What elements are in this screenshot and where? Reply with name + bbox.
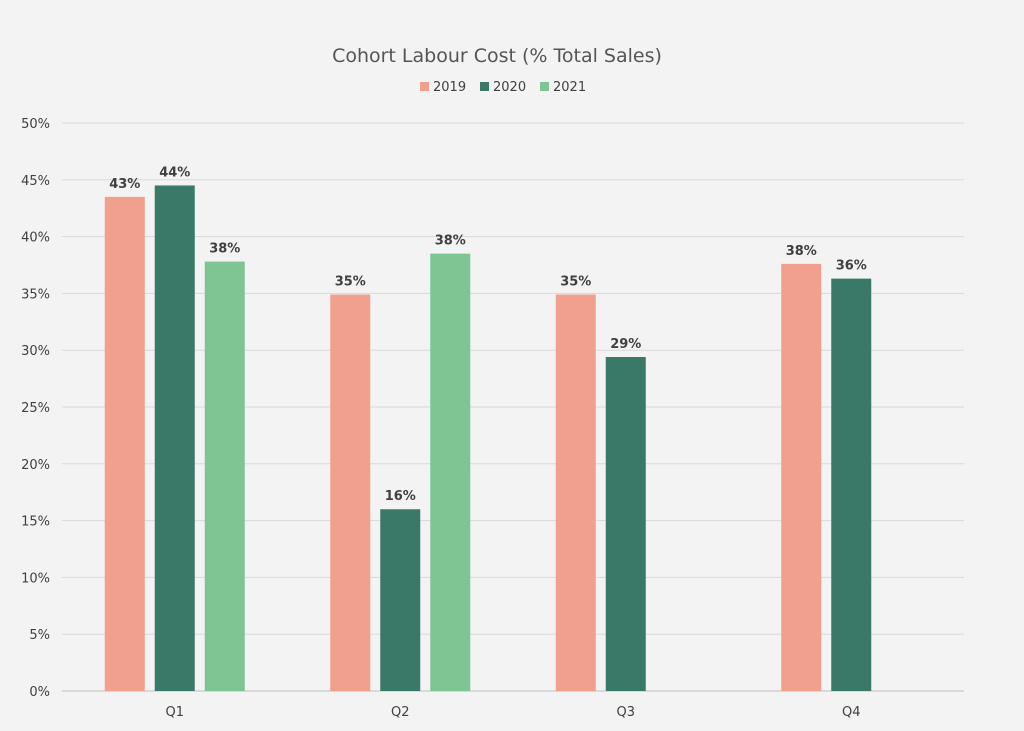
y-tick-label: 30% — [21, 344, 50, 359]
y-tick-label: 15% — [21, 515, 50, 530]
x-tick-label: Q1 — [165, 705, 184, 720]
x-tick-label: Q2 — [391, 705, 410, 720]
bar-2019-Q4 — [781, 263, 822, 691]
data-label: 16% — [385, 489, 416, 504]
legend-label: 2021 — [553, 80, 586, 95]
legend-label: 2019 — [433, 80, 466, 95]
data-label: 38% — [435, 234, 466, 249]
y-tick-label: 5% — [29, 628, 50, 643]
y-tick-label: 45% — [21, 174, 50, 189]
y-tick-label: 35% — [21, 287, 50, 302]
data-label: 43% — [109, 177, 140, 192]
data-label: 36% — [836, 259, 867, 274]
y-tick-label: 0% — [29, 685, 50, 700]
legend-swatch-2021 — [540, 82, 549, 91]
data-label: 35% — [560, 275, 591, 290]
y-tick-label: 50% — [21, 117, 50, 132]
bar-2020-Q1 — [154, 185, 195, 692]
legend-swatch-2020 — [480, 82, 489, 91]
bar-2021-Q1 — [204, 261, 245, 691]
x-tick-label: Q3 — [616, 705, 635, 720]
y-tick-label: 10% — [21, 571, 50, 586]
bar-2019-Q2 — [330, 294, 371, 691]
data-label: 44% — [159, 165, 190, 180]
bar-2020-Q2 — [380, 509, 421, 691]
data-label: 38% — [786, 244, 817, 259]
y-tick-label: 25% — [21, 401, 50, 416]
bar-2020-Q3 — [605, 357, 646, 691]
gridlines — [62, 122, 964, 692]
legend-label: 2020 — [493, 80, 526, 95]
data-labels: 43% 44% 38% 35% 16% 38% 35% 29% 38% 36% — [109, 165, 867, 504]
x-tick-label: Q4 — [842, 705, 861, 720]
x-axis: Q1 Q2 Q3 Q4 — [165, 705, 860, 720]
data-label: 38% — [209, 242, 240, 257]
chart-title: Cohort Labour Cost (% Total Sales) — [332, 45, 662, 67]
data-label: 29% — [610, 337, 641, 352]
bar-2019-Q1 — [104, 196, 145, 691]
y-axis: 0% 5% 10% 15% 20% 25% 30% 35% 40% 45% 50% — [21, 117, 50, 700]
legend: 2019 2020 2021 — [420, 80, 586, 95]
data-label: 35% — [335, 275, 366, 290]
bar-2019-Q3 — [555, 294, 596, 691]
legend-swatch-2019 — [420, 82, 429, 91]
bar-2021-Q2 — [430, 253, 471, 691]
y-tick-label: 20% — [21, 458, 50, 473]
bars — [104, 185, 872, 692]
bar-2020-Q4 — [831, 278, 872, 691]
y-tick-label: 40% — [21, 231, 50, 246]
